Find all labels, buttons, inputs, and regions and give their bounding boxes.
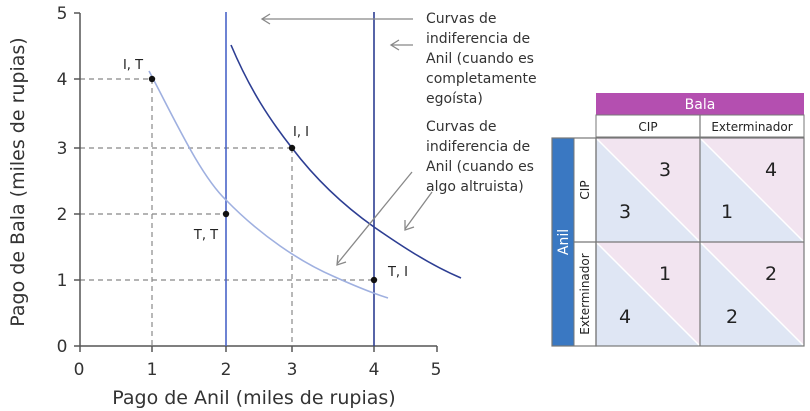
cell-cip-exterminador: 4 1: [699, 137, 805, 243]
x-tick-5: 5: [431, 360, 442, 380]
svg-text:4: 4: [619, 306, 631, 328]
svg-text:Anil (cuando es: Anil (cuando es: [426, 159, 534, 175]
svg-text:CIP: CIP: [638, 120, 657, 134]
altruist-curve-low: [148, 70, 389, 299]
svg-text:3: 3: [619, 201, 631, 223]
svg-text:indiferencia de: indiferencia de: [426, 139, 530, 155]
x-tick-4: 4: [369, 360, 380, 380]
label-T-I: T, I: [387, 265, 408, 280]
svg-text:2: 2: [726, 306, 738, 328]
point-T-I: [370, 276, 378, 284]
svg-text:egoísta): egoísta): [426, 91, 483, 107]
x-tick-2: 2: [221, 360, 232, 380]
svg-text:Curvas de: Curvas de: [426, 119, 497, 135]
x-tick-1: 1: [147, 360, 158, 380]
point-I-T: [148, 75, 156, 83]
indifference-graph: 5 4 3 2 1 0 0 1 2 3 4 5 Pago de Anil (mi…: [7, 4, 537, 409]
bala-label: Bala: [685, 97, 716, 113]
svg-text:1: 1: [721, 201, 733, 223]
y-axis-label: Pago de Bala (miles de rupias): [7, 37, 29, 326]
svg-text:CIP: CIP: [578, 180, 592, 199]
bala-header: [596, 93, 804, 115]
svg-text:4: 4: [765, 159, 777, 181]
svg-text:algo altruista): algo altruista): [426, 179, 524, 195]
svg-text:1: 1: [659, 263, 671, 285]
annotation-arrows: [260, 13, 433, 266]
y-tick-0: 0: [57, 337, 68, 357]
y-tick-5: 5: [57, 4, 68, 24]
x-axis-label: Pago de Anil (miles de rupias): [112, 387, 395, 409]
cell-exterminador-exterminador: 2 2: [699, 241, 805, 347]
label-I-T: I, T: [123, 58, 143, 73]
svg-text:Curvas de: Curvas de: [426, 11, 497, 27]
y-tick-3: 3: [57, 139, 68, 159]
y-tick-4: 4: [57, 70, 68, 90]
cell-exterminador-cip: 1 4: [595, 241, 701, 347]
label-T-T: T, T: [193, 228, 218, 243]
svg-text:completamente: completamente: [426, 71, 537, 87]
payoff-matrix: Bala CIP Exterminador Anil CIP Extermina…: [551, 93, 805, 347]
x-tick-0: 0: [74, 360, 85, 380]
annotation-selfish: Curvas de indiferencia de Anil (cuando e…: [426, 11, 537, 107]
axes: [74, 12, 438, 352]
svg-text:Exterminador: Exterminador: [578, 253, 592, 334]
matrix-borders: [551, 115, 805, 347]
annotation-altruist: Curvas de indiferencia de Anil (cuando e…: [426, 119, 534, 195]
cell-cip-cip: 3 3: [595, 137, 701, 243]
anil-label: Anil: [556, 229, 572, 255]
altruist-curve-high: [230, 44, 462, 279]
anil-header: [552, 138, 574, 346]
guide-lines: [80, 78, 374, 346]
svg-text:indiferencia de: indiferencia de: [426, 31, 530, 47]
x-tick-3: 3: [287, 360, 298, 380]
svg-text:3: 3: [659, 159, 671, 181]
svg-text:Exterminador: Exterminador: [711, 120, 792, 134]
y-tick-2: 2: [57, 205, 68, 225]
y-tick-1: 1: [57, 271, 68, 291]
svg-text:Anil (cuando es: Anil (cuando es: [426, 51, 534, 67]
point-T-T: [222, 210, 230, 218]
svg-text:2: 2: [765, 263, 777, 285]
point-I-I: [288, 144, 296, 152]
label-I-I: I, I: [293, 125, 309, 140]
